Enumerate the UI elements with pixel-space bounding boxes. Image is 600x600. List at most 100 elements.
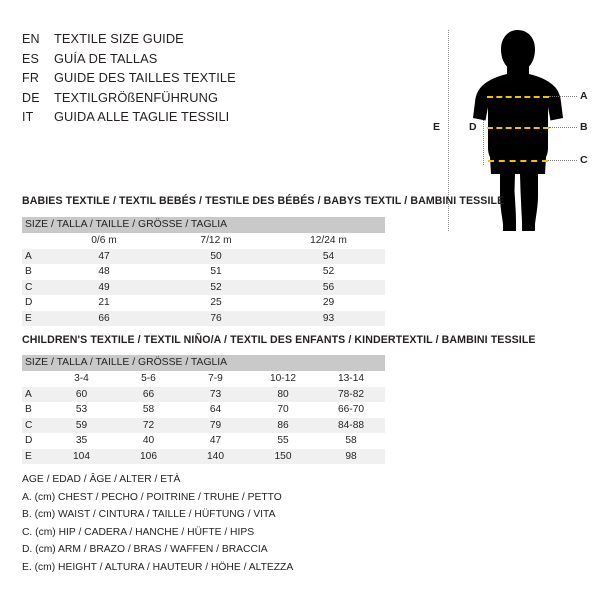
children-cell-a-1: 66: [115, 386, 182, 402]
babies-cell-b-0: 48: [98, 266, 110, 277]
babies-row-label-a: A: [22, 248, 48, 264]
babies-cell-e-2: 93: [272, 310, 385, 326]
children-cell-c-0: 59: [48, 417, 115, 433]
language-title-block: EN TEXTILE SIZE GUIDE ES GUÍA DE TALLAS …: [22, 31, 422, 129]
children-cell-e-3: 150: [249, 448, 317, 464]
children-cell-d-0: 35: [75, 435, 88, 446]
babies-row-label-e: E: [22, 310, 48, 326]
children-cell-e-0: 104: [48, 448, 115, 464]
children-cell-e-2: 140: [182, 448, 249, 464]
children-column-header-row: 3-4 5-6 7-9 10-12 13-14: [22, 371, 385, 387]
language-code-fr: FR: [22, 71, 40, 85]
babies-cell-b-1: 51: [210, 266, 222, 277]
babies-cell-d-1: 25: [210, 297, 222, 308]
children-section-heading: CHILDREN'S TEXTILE / TEXTIL NIÑO/A / TEX…: [22, 334, 536, 346]
language-row-es: ES GUÍA DE TALLAS: [22, 51, 422, 71]
babies-column-header-1: 7/12 m: [200, 235, 232, 246]
children-column-header-2: 7-9: [208, 373, 223, 384]
waist-measure-line: [487, 127, 549, 129]
babies-cell-c-2: 56: [272, 279, 385, 295]
language-title-it: GUIDA ALLE TAGLIE TESSILI: [54, 109, 230, 124]
table-row: D 21 25 29: [22, 295, 385, 311]
children-column-header-0: 3-4: [74, 373, 89, 384]
babies-section-heading: BABIES TEXTILE / TEXTIL BEBÉS / TESTILE …: [22, 195, 505, 207]
figure-label-d: D: [469, 121, 477, 133]
table-row: C 59 72 79 86 84-88: [22, 417, 385, 433]
table-row: A 60 66 73 80 78-82: [22, 386, 385, 402]
children-cell-a-4: 78-82: [317, 386, 385, 402]
children-cell-a-3: 80: [249, 386, 317, 402]
leader-line-b: [549, 127, 577, 128]
table-row: A 47 50 54: [22, 248, 385, 264]
language-title-en: TEXTILE SIZE GUIDE: [54, 31, 184, 46]
leader-line-c: [548, 160, 577, 161]
children-cell-b-4: 66-70: [337, 404, 365, 415]
children-row-label-c: C: [22, 417, 48, 433]
legend-row-height: E. (cm) HEIGHT / ALTURA / HAUTEUR / HÖHE…: [22, 561, 294, 573]
children-header-corner: [22, 371, 48, 387]
figure-label-a: A: [580, 90, 588, 102]
leader-line-a: [549, 96, 577, 97]
babies-size-title-row: SIZE / TALLA / TAILLE / GRÖSSE / TAGLIA: [22, 217, 385, 233]
children-cell-b-2: 64: [209, 404, 222, 415]
hip-measure-line: [488, 160, 548, 162]
children-row-label-d: D: [25, 435, 33, 446]
babies-cell-c-1: 52: [160, 279, 272, 295]
babies-row-label-d: D: [25, 297, 33, 308]
children-cell-a-2: 73: [182, 386, 249, 402]
children-cell-e-4: 98: [317, 448, 385, 464]
figure-label-b: B: [580, 121, 588, 133]
children-cell-d-2: 47: [209, 435, 222, 446]
legend-row-waist: B. (cm) WAIST / CINTURA / TAILLE / HÜFTU…: [22, 509, 276, 521]
babies-size-table: SIZE / TALLA / TAILLE / GRÖSSE / TAGLIA …: [22, 217, 385, 326]
children-column-header-4: 13-14: [337, 373, 365, 384]
babies-header-corner: [22, 233, 48, 249]
children-cell-d-4: 58: [345, 435, 357, 446]
babies-cell-c-0: 49: [48, 279, 160, 295]
children-size-title-row: SIZE / TALLA / TAILLE / GRÖSSE / TAGLIA: [22, 355, 385, 371]
babies-column-header-0: 0/6 m: [91, 235, 117, 246]
legend-row-arm: D. (cm) ARM / BRAZO / BRAS / WAFFEN / BR…: [22, 544, 268, 556]
legend-row-hip: C. (cm) HIP / CADERA / HANCHE / HÜFTE / …: [22, 526, 255, 538]
arm-guide-line-d: [483, 90, 484, 165]
babies-cell-d-2: 29: [322, 297, 335, 308]
children-cell-d-1: 40: [142, 435, 155, 446]
babies-row-label-b: B: [25, 266, 32, 277]
language-row-de: DE TEXTILGRÖßENFÜHRUNG: [22, 90, 422, 110]
language-code-it: IT: [22, 110, 34, 124]
children-cell-b-3: 70: [277, 404, 289, 415]
table-row: B 53 58 64 70 66-70: [22, 402, 385, 418]
babies-column-header-row: 0/6 m 7/12 m 12/24 m: [22, 233, 385, 249]
children-cell-c-1: 72: [115, 417, 182, 433]
language-title-es: GUÍA DE TALLAS: [54, 50, 158, 66]
babies-cell-e-0: 66: [48, 310, 160, 326]
measurement-legend: AGE / EDAD / ÂGE / ALTER / ETÀ A. (cm) C…: [22, 471, 442, 577]
children-row-label-e: E: [22, 448, 48, 464]
table-row: E 104 106 140 150 98: [22, 448, 385, 464]
babies-cell-e-1: 76: [160, 310, 272, 326]
table-row: C 49 52 56: [22, 279, 385, 295]
children-size-title: SIZE / TALLA / TAILLE / GRÖSSE / TAGLIA: [22, 355, 385, 371]
children-column-header-1: 5-6: [141, 373, 156, 384]
children-row-label-a: A: [22, 386, 48, 402]
language-title-fr: GUIDE DES TAILLES TEXTILE: [54, 70, 236, 85]
children-cell-b-1: 58: [142, 404, 155, 415]
child-silhouette-icon: [473, 30, 563, 231]
children-cell-c-3: 86: [249, 417, 317, 433]
babies-cell-d-0: 21: [98, 297, 110, 308]
language-row-it: IT GUIDA ALLE TAGLIE TESSILI: [22, 109, 422, 129]
language-row-en: EN TEXTILE SIZE GUIDE: [22, 31, 422, 51]
chest-measure-line: [487, 96, 549, 98]
figure-label-c: C: [580, 154, 588, 166]
table-row: E 66 76 93: [22, 310, 385, 326]
children-cell-c-2: 79: [182, 417, 249, 433]
babies-cell-b-2: 52: [322, 266, 335, 277]
babies-cell-a-1: 50: [160, 248, 272, 264]
table-row: D 35 40 47 55 58: [22, 433, 385, 449]
children-cell-c-4: 84-88: [317, 417, 385, 433]
measurement-diagram: A B C D E: [425, 28, 600, 233]
legend-row-age: AGE / EDAD / ÂGE / ALTER / ETÀ: [22, 474, 181, 485]
children-size-table: SIZE / TALLA / TAILLE / GRÖSSE / TAGLIA …: [22, 355, 385, 464]
babies-row-label-c: C: [22, 279, 48, 295]
